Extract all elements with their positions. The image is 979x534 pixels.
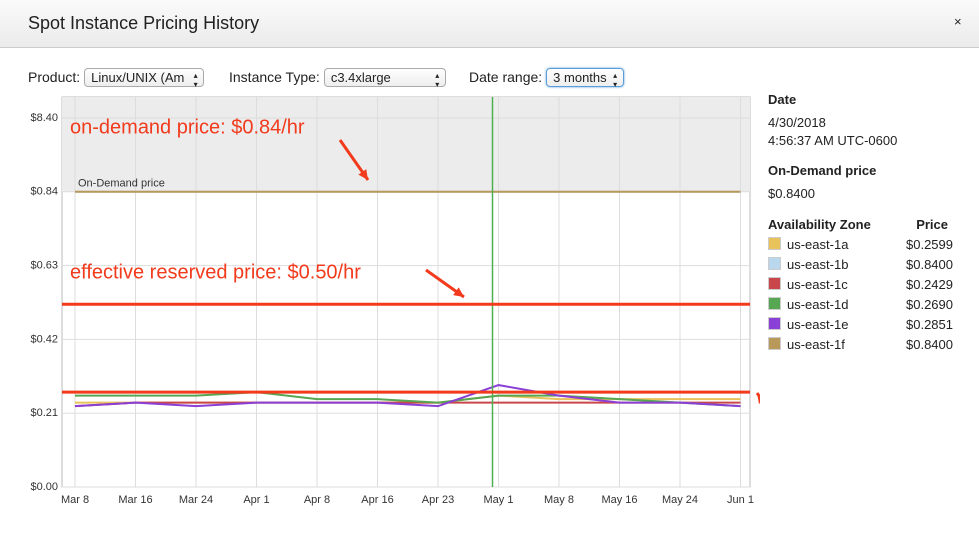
column-header: Availability Zone xyxy=(768,217,871,232)
legend-label: us-east-1f xyxy=(787,337,845,352)
x-tick-label: Mar 24 xyxy=(179,494,213,506)
zone-row: us-east-1f $0.8400 xyxy=(768,337,953,352)
y-tick-label: $0.21 xyxy=(30,407,58,419)
detail-heading: Date xyxy=(768,92,797,107)
control-label: Product: xyxy=(28,69,81,85)
legend-label: us-east-1e xyxy=(787,317,849,332)
select[interactable]: 3 months xyxy=(546,68,624,89)
legend-label: us-east-1a xyxy=(787,237,849,252)
dialog-header: Spot Instance Pricing History × xyxy=(0,0,979,48)
legend-label: us-east-1c xyxy=(787,277,848,292)
zone-price: $0.2429 xyxy=(906,277,953,292)
control: Product: Linux/UNIX (Am xyxy=(28,68,205,89)
band-label: On-Demand price xyxy=(78,178,165,190)
zone-price: $0.2599 xyxy=(906,237,953,252)
arrow-head xyxy=(453,287,464,297)
select[interactable]: c3.4xlarge xyxy=(323,68,446,89)
legend-swatch xyxy=(768,337,781,350)
y-tick-label: $0.84 xyxy=(30,186,58,198)
zone-price: $0.2851 xyxy=(906,317,953,332)
control-label: Date range: xyxy=(469,69,543,85)
annotation: effective reserved price: $0.50/hr xyxy=(70,261,361,283)
zone-row: us-east-1b $0.8400 xyxy=(768,257,953,272)
legend-swatch xyxy=(768,237,781,250)
legend-swatch xyxy=(768,277,781,290)
legend-label: us-east-1b xyxy=(787,257,849,272)
detail-heading: On-Demand price xyxy=(768,163,877,178)
y-tick-label: $0.42 xyxy=(30,333,58,345)
x-tick-label: Jun 1 xyxy=(727,494,754,506)
zone-price: $0.2690 xyxy=(906,297,953,312)
control: Date range: 3 months xyxy=(469,68,624,89)
x-tick-label: May 16 xyxy=(601,494,637,506)
detail-value: 4/30/2018 xyxy=(768,115,826,130)
details-panel: Date 4/30/2018 4:56:37 AM UTC-0600 On-De… xyxy=(768,92,953,353)
control-label: Instance Type: xyxy=(229,69,320,85)
x-tick-label: May 1 xyxy=(484,494,514,506)
series-line xyxy=(75,391,741,408)
x-tick-label: Apr 16 xyxy=(361,494,393,506)
zone-row: us-east-1e $0.2851 xyxy=(768,317,953,332)
x-tick-label: Mar 16 xyxy=(118,494,152,506)
zone-row: us-east-1d $0.2690 xyxy=(768,297,953,312)
zone-table-header: Availability Zone Price xyxy=(768,217,953,233)
arrow-head xyxy=(757,393,760,404)
zone-price: $0.8400 xyxy=(906,257,953,272)
arrow-head xyxy=(358,169,368,180)
chart: $0.00 $0.21 $0.42 $0.63 $0.84 $8.40 Mar 8 Mar 1… xyxy=(30,96,760,506)
x-tick-label: May 8 xyxy=(544,494,574,506)
detail-value: 4:56:37 AM UTC-0600 xyxy=(768,133,898,148)
y-tick-label: $0.63 xyxy=(30,260,58,272)
x-tick-label: Mar 8 xyxy=(61,494,89,506)
legend-swatch xyxy=(768,317,781,330)
detail-value: $0.8400 xyxy=(768,186,815,201)
series-line xyxy=(74,384,741,408)
legend-swatch xyxy=(768,257,781,270)
close-button[interactable]: × xyxy=(954,14,962,29)
column-header: Price xyxy=(916,217,948,232)
x-tick-label: Apr 23 xyxy=(422,494,454,506)
control: Instance Type: c3.4xlarge xyxy=(229,68,446,89)
x-tick-label: May 24 xyxy=(662,494,698,506)
legend-swatch xyxy=(768,297,781,310)
select[interactable]: Linux/UNIX (Am xyxy=(84,68,205,89)
annotation: on-demand price: $0.84/hr xyxy=(70,116,305,138)
y-tick-label: $0.00 xyxy=(30,481,58,493)
x-tick-label: Apr 8 xyxy=(304,494,330,506)
zone-table: us-east-1a $0.2599 us-east-1b $0.8400 us-eas… xyxy=(768,233,953,353)
zone-row: us-east-1c $0.2429 xyxy=(768,277,953,292)
legend-label: us-east-1d xyxy=(787,297,849,312)
zone-row: us-east-1a $0.2599 xyxy=(768,237,953,252)
on-demand-band xyxy=(62,97,750,192)
x-tick-label: Apr 1 xyxy=(243,494,269,506)
zone-price: $0.8400 xyxy=(906,337,953,352)
y-tick-label: $8.40 xyxy=(30,112,58,124)
dialog-title: Spot Instance Pricing History xyxy=(28,13,260,33)
